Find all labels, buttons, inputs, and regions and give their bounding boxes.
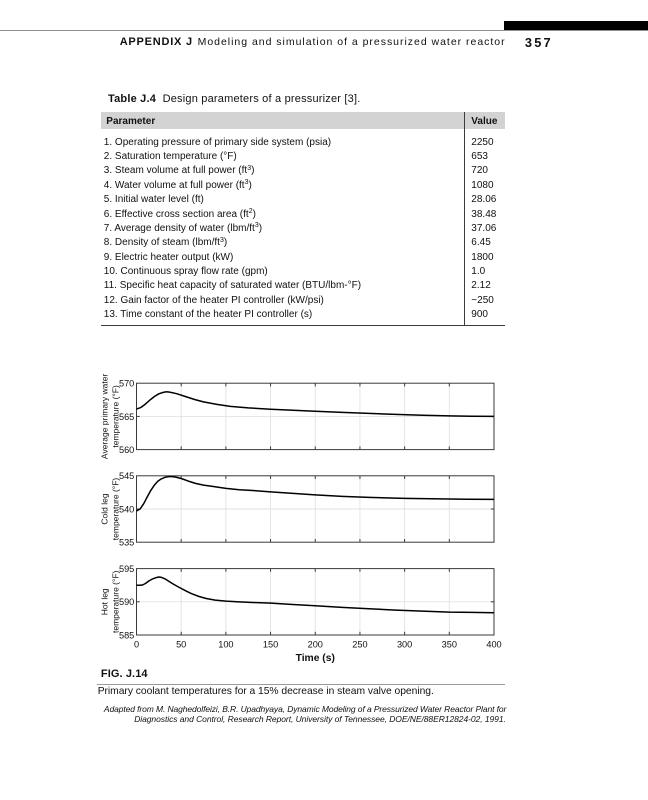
svg-text:temperature (°F): temperature (°F) [110,478,120,541]
svg-text:400: 400 [486,640,501,650]
svg-text:585: 585 [119,630,134,640]
svg-text:50: 50 [176,640,186,650]
svg-text:150: 150 [263,640,278,650]
svg-text:temperature (°F): temperature (°F) [110,570,120,633]
svg-text:350: 350 [442,640,457,650]
svg-text:540: 540 [119,504,134,514]
svg-text:temperature (°F): temperature (°F) [110,385,120,448]
svg-text:595: 595 [119,564,134,574]
svg-text:300: 300 [397,640,412,650]
svg-text:560: 560 [119,445,134,455]
svg-text:Hot leg: Hot leg [100,588,110,615]
svg-text:250: 250 [352,640,367,650]
svg-text:590: 590 [119,597,134,607]
svg-text:570: 570 [119,379,134,389]
svg-text:Time (s): Time (s) [296,653,335,664]
svg-text:200: 200 [308,640,323,650]
svg-text:0: 0 [134,640,139,650]
svg-text:Average primary water: Average primary water [100,374,110,460]
svg-text:535: 535 [119,538,134,548]
svg-text:Cold leg: Cold leg [100,493,110,524]
svg-text:100: 100 [218,640,233,650]
svg-text:545: 545 [119,471,134,481]
svg-text:565: 565 [119,412,134,422]
